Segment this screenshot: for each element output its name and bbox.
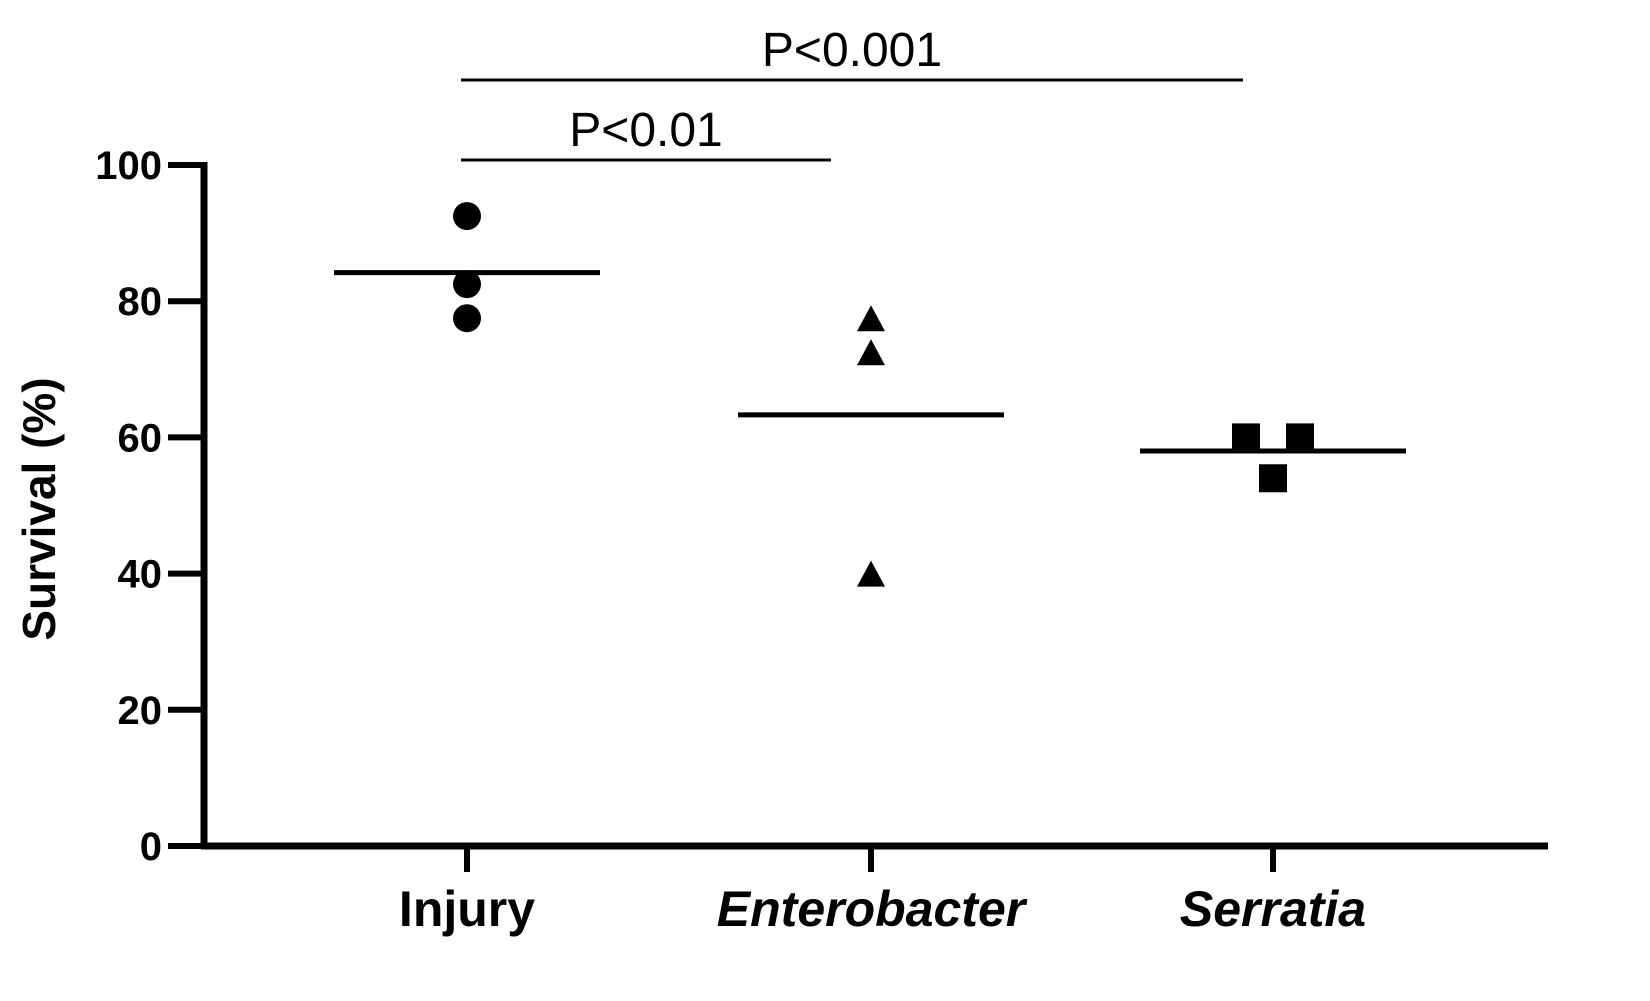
axes: [200, 162, 1548, 850]
significance-label: P<0.01: [569, 104, 722, 157]
significance-label: P<0.001: [762, 24, 942, 77]
data-point-circle: [453, 202, 481, 231]
y-tick-label: 60: [118, 416, 163, 460]
y-tick-label: 100: [95, 144, 162, 188]
data-point-circle: [453, 270, 481, 299]
y-tick-label: 80: [118, 280, 163, 324]
y-tick-label: 20: [118, 689, 163, 733]
data-point-triangle: [857, 560, 885, 587]
data-point-square: [1259, 464, 1287, 493]
data-point-triangle: [857, 305, 885, 332]
data-points: [453, 202, 1314, 587]
x-axis-ticks: Injury Enterobacter Serratia: [399, 846, 1366, 937]
data-point-square: [1286, 423, 1314, 452]
y-axis-ticks: 0 20 40 60 80 100: [95, 144, 204, 869]
data-point-triangle: [857, 339, 885, 366]
y-tick-label: 0: [140, 825, 162, 869]
significance-brackets: P<0.01 P<0.001: [461, 24, 1243, 162]
x-category-label: Serratia: [1180, 881, 1366, 937]
y-tick-label: 40: [118, 553, 163, 597]
data-point-square: [1232, 423, 1260, 452]
x-category-label: Enterobacter: [717, 881, 1028, 937]
y-axis-title: Survival (%): [13, 377, 65, 640]
data-point-circle: [453, 304, 481, 333]
x-category-label: Injury: [399, 881, 535, 937]
